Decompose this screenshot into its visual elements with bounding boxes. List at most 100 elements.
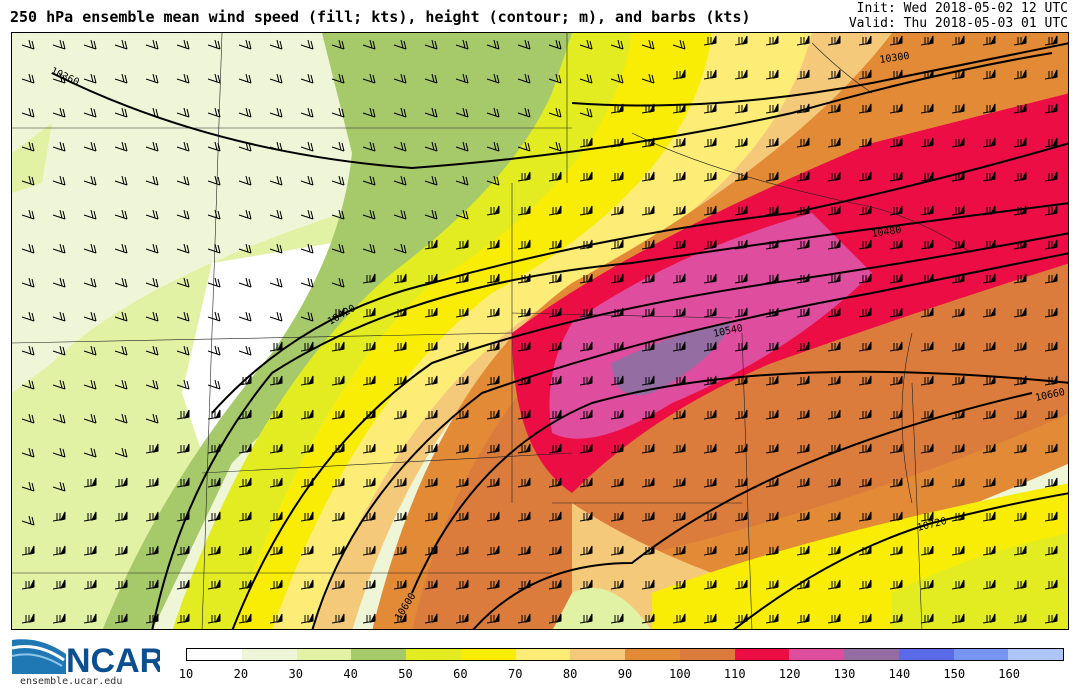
wind-barb xyxy=(393,73,407,84)
wind-barb xyxy=(920,341,934,352)
wind-barb xyxy=(176,409,190,420)
wind-barb xyxy=(517,205,531,216)
wind-barb xyxy=(920,137,934,148)
wind-barb xyxy=(1013,35,1027,46)
wind-barb xyxy=(548,579,562,590)
wind-barb xyxy=(300,277,314,288)
wind-barb xyxy=(1013,239,1027,250)
wind-barb xyxy=(145,175,159,186)
wind-barb xyxy=(145,379,159,390)
wind-barb xyxy=(83,613,97,624)
wind-barb xyxy=(1013,103,1027,114)
wind-barb xyxy=(269,409,283,420)
wind-barb xyxy=(734,443,748,454)
wind-barb xyxy=(1044,273,1058,284)
wind-barb xyxy=(486,273,500,284)
wind-barb xyxy=(889,443,903,454)
wind-barb xyxy=(269,277,283,288)
wind-barb xyxy=(548,205,562,216)
wind-barb xyxy=(982,613,996,624)
wind-barb xyxy=(517,107,531,118)
wind-barb xyxy=(424,239,438,250)
wind-barb xyxy=(765,545,779,556)
wind-barb xyxy=(52,39,66,50)
wind-barb xyxy=(982,103,996,114)
wind-barb xyxy=(610,511,624,522)
wind-barb xyxy=(207,579,221,590)
wind-barb xyxy=(145,443,159,454)
wind-barb xyxy=(951,511,965,522)
wind-barb xyxy=(951,103,965,114)
wind-barb xyxy=(610,613,624,624)
wind-barb xyxy=(579,107,593,118)
wind-barb xyxy=(982,545,996,556)
wind-barb xyxy=(517,307,531,318)
wind-barb xyxy=(610,103,624,114)
wind-barb xyxy=(362,545,376,556)
wind-barb xyxy=(672,477,686,488)
wind-barb xyxy=(765,171,779,182)
colorbar-swatch xyxy=(351,649,406,660)
wind-barb xyxy=(734,273,748,284)
wind-barb xyxy=(114,107,128,118)
wind-barb xyxy=(331,443,345,454)
wind-barb xyxy=(951,545,965,556)
wind-barb xyxy=(145,39,159,50)
wind-barb xyxy=(52,545,66,556)
wind-barb xyxy=(300,39,314,50)
wind-barb xyxy=(455,39,469,50)
wind-barb xyxy=(889,239,903,250)
wind-barb xyxy=(920,613,934,624)
wind-barb xyxy=(734,477,748,488)
wind-barb xyxy=(362,141,376,152)
wind-barb xyxy=(1013,341,1027,352)
wind-barb xyxy=(641,443,655,454)
wind-barb xyxy=(1013,545,1027,556)
wind-barb xyxy=(827,545,841,556)
wind-barb xyxy=(1044,579,1058,590)
wind-barb xyxy=(610,545,624,556)
wind-barb xyxy=(331,175,345,186)
wind-barb xyxy=(982,69,996,80)
wind-barb xyxy=(548,73,562,84)
wind-barb xyxy=(331,141,345,152)
wind-barb xyxy=(300,545,314,556)
wind-barb xyxy=(672,273,686,284)
wind-barb xyxy=(145,141,159,152)
wind-barb xyxy=(21,277,35,288)
wind-barb xyxy=(703,409,717,420)
wind-barb xyxy=(114,413,128,424)
wind-barb xyxy=(455,375,469,386)
colorbar-label: 40 xyxy=(343,667,358,681)
wind-barb xyxy=(703,205,717,216)
wind-barb xyxy=(920,443,934,454)
wind-barb xyxy=(455,209,469,220)
wind-barb xyxy=(424,39,438,50)
wind-barb xyxy=(269,39,283,50)
wind-barb xyxy=(207,511,221,522)
wind-barb xyxy=(269,511,283,522)
wind-barb xyxy=(83,345,97,356)
wind-barb xyxy=(951,341,965,352)
wind-barb xyxy=(83,511,97,522)
wind-barb xyxy=(21,447,35,458)
wind-barb xyxy=(858,613,872,624)
wind-barb xyxy=(827,341,841,352)
wind-barb xyxy=(1044,35,1058,46)
wind-barb xyxy=(207,107,221,118)
wind-barb xyxy=(858,103,872,114)
wind-barb xyxy=(858,273,872,284)
wind-barb xyxy=(176,73,190,84)
valid-time: Valid: Thu 2018-05-03 01 UTC xyxy=(848,16,1068,31)
wind-barb xyxy=(1044,545,1058,556)
colorbar-swatch xyxy=(1008,649,1063,660)
wind-barb xyxy=(641,273,655,284)
wind-barb xyxy=(83,141,97,152)
wind-barb xyxy=(951,273,965,284)
wind-barb xyxy=(424,341,438,352)
ncar-logo-mark: NCAR xyxy=(11,639,164,680)
wind-barb xyxy=(517,613,531,624)
wind-barb xyxy=(548,477,562,488)
wind-barb xyxy=(300,341,314,352)
wind-barb xyxy=(52,209,66,220)
